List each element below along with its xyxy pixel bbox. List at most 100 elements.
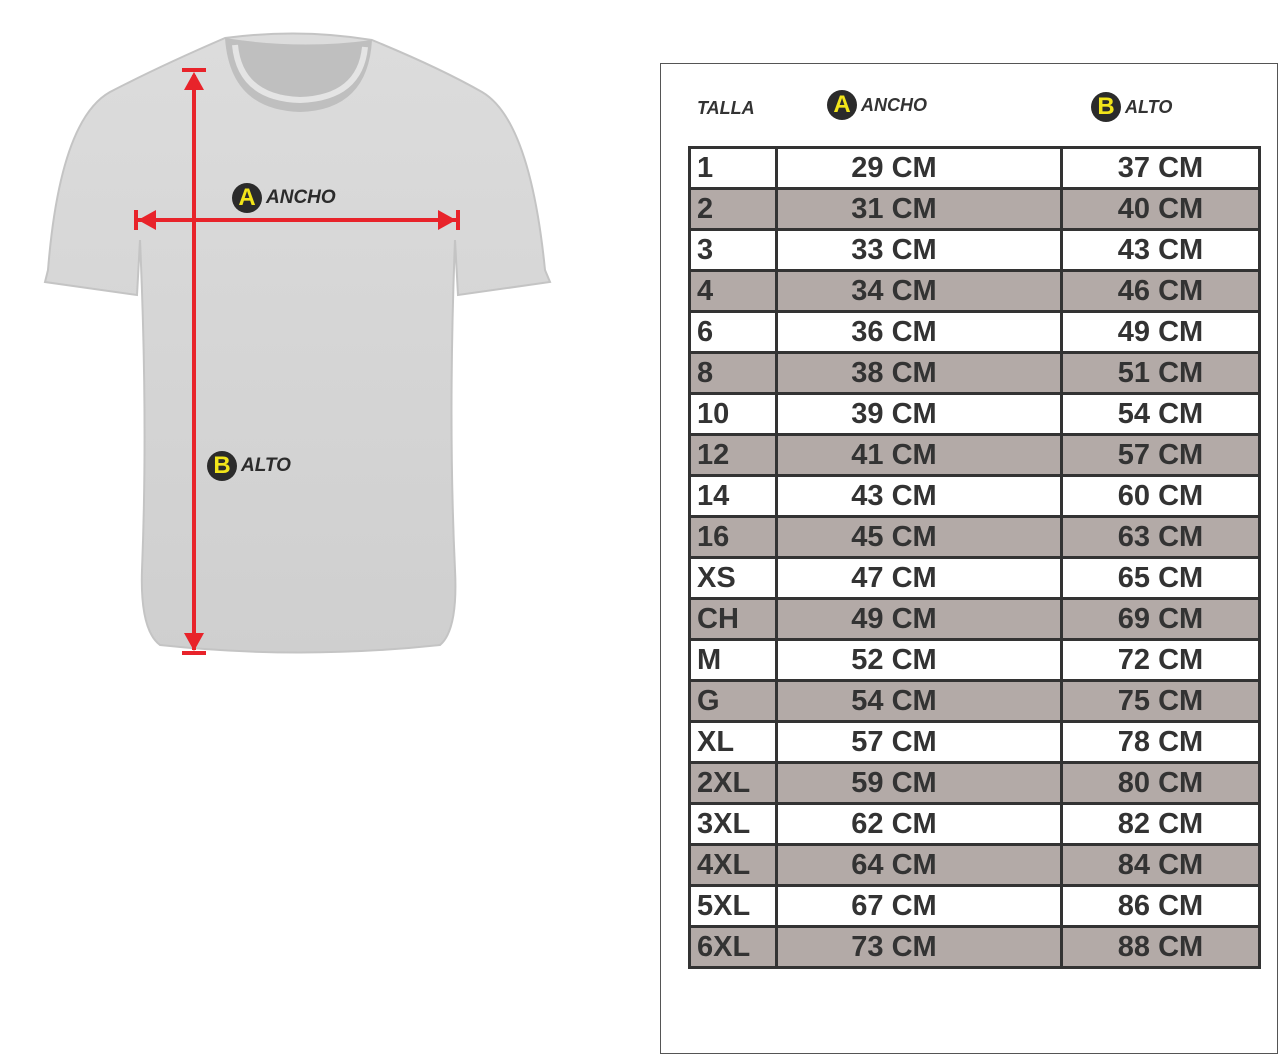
table-row: 16 45 CM 63 CM bbox=[688, 515, 1261, 559]
table-row: G 54 CM 75 CM bbox=[688, 679, 1261, 723]
height-cell: 84 CM bbox=[1060, 843, 1261, 887]
width-label: A ANCHO bbox=[232, 183, 336, 213]
width-arrow bbox=[134, 210, 460, 230]
header-size-text: TALLA bbox=[697, 98, 755, 118]
height-cell: 75 CM bbox=[1060, 679, 1261, 723]
width-cell: 45 CM bbox=[775, 515, 1063, 559]
width-cell: 36 CM bbox=[775, 310, 1063, 354]
size-cell: XS bbox=[688, 556, 778, 600]
table-row: 14 43 CM 60 CM bbox=[688, 474, 1261, 518]
size-cell: 6 bbox=[688, 310, 778, 354]
table-row: 3 33 CM 43 CM bbox=[688, 228, 1261, 272]
width-cell: 29 CM bbox=[775, 146, 1063, 190]
width-cell: 39 CM bbox=[775, 392, 1063, 436]
header-height-text: ALTO bbox=[1125, 96, 1173, 117]
tshirt-shape bbox=[43, 32, 552, 654]
height-cell: 43 CM bbox=[1060, 228, 1261, 272]
table-row: 4 34 CM 46 CM bbox=[688, 269, 1261, 313]
width-cell: 34 CM bbox=[775, 269, 1063, 313]
size-cell: 3 bbox=[688, 228, 778, 272]
size-cell: 1 bbox=[688, 146, 778, 190]
letter-b-icon: B bbox=[207, 451, 237, 481]
size-cell: XL bbox=[688, 720, 778, 764]
size-cell: 4 bbox=[688, 269, 778, 313]
height-cell: 51 CM bbox=[1060, 351, 1261, 395]
size-table: 1 29 CM 37 CM 2 31 CM 40 CM 3 33 CM 43 CM 4 34 CM 4… bbox=[688, 146, 1261, 969]
size-cell: M bbox=[688, 638, 778, 682]
width-cell: 31 CM bbox=[775, 187, 1063, 231]
size-cell: 2XL bbox=[688, 761, 778, 805]
letter-a-icon: A bbox=[232, 183, 262, 213]
header-height: B ALTO bbox=[1091, 92, 1172, 122]
table-row: 6XL 73 CM 88 CM bbox=[688, 925, 1261, 969]
width-cell: 62 CM bbox=[775, 802, 1063, 846]
table-row: M 52 CM 72 CM bbox=[688, 638, 1261, 682]
height-cell: 49 CM bbox=[1060, 310, 1261, 354]
height-cell: 82 CM bbox=[1060, 802, 1261, 846]
height-cell: 88 CM bbox=[1060, 925, 1261, 969]
table-row: XS 47 CM 65 CM bbox=[688, 556, 1261, 600]
table-row: CH 49 CM 69 CM bbox=[688, 597, 1261, 641]
header-width-text: ANCHO bbox=[861, 94, 927, 115]
size-cell: 4XL bbox=[688, 843, 778, 887]
table-row: 8 38 CM 51 CM bbox=[688, 351, 1261, 395]
width-cell: 59 CM bbox=[775, 761, 1063, 805]
height-cell: 80 CM bbox=[1060, 761, 1261, 805]
width-cell: 47 CM bbox=[775, 556, 1063, 600]
width-cell: 38 CM bbox=[775, 351, 1063, 395]
width-cell: 64 CM bbox=[775, 843, 1063, 887]
height-cell: 78 CM bbox=[1060, 720, 1261, 764]
height-label: B ALTO bbox=[207, 451, 291, 481]
height-cell: 69 CM bbox=[1060, 597, 1261, 641]
width-cell: 52 CM bbox=[775, 638, 1063, 682]
size-cell: 8 bbox=[688, 351, 778, 395]
width-cell: 43 CM bbox=[775, 474, 1063, 518]
table-row: 1 29 CM 37 CM bbox=[688, 146, 1261, 190]
height-arrow bbox=[182, 68, 206, 655]
table-row: 2 31 CM 40 CM bbox=[688, 187, 1261, 231]
table-row: 5XL 67 CM 86 CM bbox=[688, 884, 1261, 928]
size-cell: 5XL bbox=[688, 884, 778, 928]
width-label-text: ANCHO bbox=[266, 187, 336, 208]
table-row: 12 41 CM 57 CM bbox=[688, 433, 1261, 477]
height-cell: 63 CM bbox=[1060, 515, 1261, 559]
size-cell: 6XL bbox=[688, 925, 778, 969]
size-cell: 3XL bbox=[688, 802, 778, 846]
table-row: 3XL 62 CM 82 CM bbox=[688, 802, 1261, 846]
height-cell: 54 CM bbox=[1060, 392, 1261, 436]
table-row: XL 57 CM 78 CM bbox=[688, 720, 1261, 764]
size-cell: 14 bbox=[688, 474, 778, 518]
size-cell: G bbox=[688, 679, 778, 723]
table-row: 2XL 59 CM 80 CM bbox=[688, 761, 1261, 805]
height-cell: 37 CM bbox=[1060, 146, 1261, 190]
width-cell: 54 CM bbox=[775, 679, 1063, 723]
width-cell: 49 CM bbox=[775, 597, 1063, 641]
size-chart: TALLA A ANCHO B ALTO 1 29 CM 37 CM 2 31 CM 40… bbox=[660, 63, 1278, 1054]
height-cell: 40 CM bbox=[1060, 187, 1261, 231]
width-cell: 73 CM bbox=[775, 925, 1063, 969]
width-cell: 41 CM bbox=[775, 433, 1063, 477]
header-size: TALLA bbox=[697, 98, 755, 119]
size-cell: 10 bbox=[688, 392, 778, 436]
height-cell: 57 CM bbox=[1060, 433, 1261, 477]
size-cell: CH bbox=[688, 597, 778, 641]
height-cell: 46 CM bbox=[1060, 269, 1261, 313]
width-cell: 33 CM bbox=[775, 228, 1063, 272]
table-row: 10 39 CM 54 CM bbox=[688, 392, 1261, 436]
table-row: 6 36 CM 49 CM bbox=[688, 310, 1261, 354]
letter-a-icon: A bbox=[827, 90, 857, 120]
size-cell: 2 bbox=[688, 187, 778, 231]
letter-b-icon: B bbox=[1091, 92, 1121, 122]
width-cell: 67 CM bbox=[775, 884, 1063, 928]
height-label-text: ALTO bbox=[241, 455, 291, 476]
height-cell: 86 CM bbox=[1060, 884, 1261, 928]
size-cell: 16 bbox=[688, 515, 778, 559]
width-cell: 57 CM bbox=[775, 720, 1063, 764]
table-row: 4XL 64 CM 84 CM bbox=[688, 843, 1261, 887]
height-cell: 60 CM bbox=[1060, 474, 1261, 518]
header-width: A ANCHO bbox=[827, 90, 927, 120]
size-cell: 12 bbox=[688, 433, 778, 477]
tshirt-diagram bbox=[43, 32, 552, 655]
height-cell: 72 CM bbox=[1060, 638, 1261, 682]
height-cell: 65 CM bbox=[1060, 556, 1261, 600]
